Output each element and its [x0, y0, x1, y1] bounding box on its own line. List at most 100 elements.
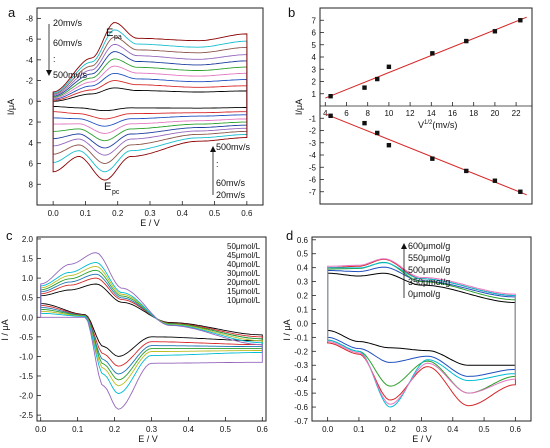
y-tick-label: -8	[26, 14, 34, 23]
x-tick-label: 0.0	[322, 425, 334, 434]
panel-d-letter: d	[286, 228, 293, 243]
panel-c-legend-entry: 40μmol/L	[227, 260, 261, 269]
panel-a-curves	[52, 22, 248, 181]
panel-a-cv-curve	[52, 22, 248, 181]
y-tick-label: 0	[29, 97, 34, 106]
x-tick-label: 0.1	[72, 425, 84, 434]
panel-d-legend-entry: 350μmol/g	[408, 277, 450, 287]
x-tick-label: 0.4	[183, 425, 195, 434]
x-tick-label: 0.2	[109, 425, 121, 434]
x-tick-label: 0.3	[144, 209, 156, 218]
anodic-arrow-head	[46, 70, 52, 76]
y-tick-label: -0.7	[294, 417, 308, 426]
panel-b: b 4 6 8 10 12 14 16 18 20 22 7 6 5 4 3 2 1 -1 -2 -3 -4 -5 -6 -…	[288, 5, 533, 205]
x-tick-label: 0.0	[35, 425, 47, 434]
y-tick-label: 2.0	[22, 235, 34, 244]
y-tick-label: -7	[309, 188, 317, 197]
panel-c-legend: 50μmol/L45μmol/L40μmol/L30μmol/L20μmol/L…	[227, 242, 261, 305]
panel-c-legend-entry: 50μmol/L	[227, 242, 261, 251]
y-tick-label: 5	[312, 41, 317, 50]
x-tick-label: 0.1	[353, 425, 365, 434]
panel-b-letter: b	[288, 5, 295, 20]
cathodic-legend-1: 500mv/s	[216, 142, 251, 152]
y-tick-label: 1	[312, 90, 317, 99]
y-tick-label: 8	[29, 180, 34, 189]
panel-b-point-anodic	[518, 18, 523, 23]
panel-c-legend-entry: 20μmol/L	[227, 278, 261, 287]
panel-b-xlabel: V1/2(mv/s)	[418, 120, 457, 130]
x-tick-label: 0.6	[510, 425, 522, 434]
epa-label: E	[106, 27, 113, 39]
y-tick-label: -4	[26, 56, 34, 65]
panel-b-point-cathodic	[386, 143, 392, 148]
y-tick-label: -2.5	[19, 411, 33, 420]
x-tick-label: 0.2	[385, 425, 397, 434]
y-tick-label: -4	[309, 151, 317, 160]
panel-b-point-cathodic	[430, 156, 435, 161]
x-tick-label: 0.4	[447, 425, 459, 434]
y-tick-label: 0.5	[22, 294, 34, 303]
y-tick-label: 4	[312, 53, 317, 62]
panel-d-legend-entry: 0μmol/g	[408, 289, 440, 299]
y-tick-label: 1.0	[22, 274, 34, 283]
y-tick-label: 0.4	[297, 264, 309, 273]
x-tick-label: 0.1	[80, 209, 92, 218]
panel-c-legend-entry: 15μmol/L	[227, 287, 261, 296]
panel-c-letter: c	[6, 228, 13, 243]
panel-a-x-ticks: 0.0 0.1 0.2 0.3 0.4 0.5 0.6	[48, 201, 253, 218]
x-tick-label: 0.3	[416, 425, 428, 434]
y-tick-label: -0.5	[294, 389, 308, 398]
x-tick-label: 0.4	[177, 209, 189, 218]
x-tick-label: 16	[448, 109, 457, 118]
panel-c-xlabel: E / V	[138, 434, 158, 444]
x-tick-label: 0.5	[209, 209, 221, 218]
panel-a-cv-curve	[52, 80, 248, 120]
y-tick-label: 4	[29, 139, 34, 148]
panel-b-point-anodic	[386, 64, 392, 69]
panel-b-point-cathodic	[375, 130, 380, 136]
epa-subscript: pa	[114, 34, 122, 41]
panel-b-xlabel-main: V	[418, 120, 424, 130]
y-tick-label: 6	[312, 29, 317, 38]
panel-d-curves	[327, 258, 516, 408]
panel-b-point-anodic	[328, 94, 333, 99]
cathodic-legend-3: 20mv/s	[216, 190, 246, 200]
panel-c-legend-entry: 10μmol/L	[227, 296, 261, 305]
cathodic-legend-dots: :	[216, 159, 219, 169]
panel-d-cv-curve	[327, 258, 516, 405]
y-tick-label: -0.3	[294, 361, 308, 370]
cathodic-arrow-head	[210, 146, 216, 152]
epc-label: E	[104, 181, 111, 193]
y-tick-label: -2.0	[19, 392, 33, 401]
y-tick-label: -0.6	[294, 403, 308, 412]
x-tick-label: 0.6	[257, 425, 269, 434]
cathodic-legend-2: 60mv/s	[216, 178, 246, 188]
panel-b-point-cathodic	[518, 189, 523, 194]
y-tick-label: -0.5	[19, 333, 33, 342]
y-tick-label: 0.0	[297, 319, 309, 328]
y-tick-label: -3	[309, 139, 317, 148]
y-tick-label: 0.5	[297, 250, 309, 259]
y-tick-label: -0.4	[294, 375, 308, 384]
panel-d-arrow-head	[401, 243, 407, 249]
panel-b-point-cathodic	[492, 178, 498, 183]
panel-b-xlabel-tail: (mv/s)	[432, 120, 457, 130]
y-tick-label: 7	[312, 16, 317, 25]
y-tick-label: 0.6	[297, 236, 309, 245]
panel-b-point-cathodic	[328, 113, 333, 118]
panel-d-legend-entry: 550μmol/g	[408, 253, 450, 263]
x-tick-label: 22	[512, 109, 521, 118]
anodic-legend-1: 20mv/s	[53, 18, 83, 28]
panel-b-y-ticks: 7 6 5 4 3 2 1 -1 -2 -3 -4 -5 -6 -7	[309, 16, 324, 197]
x-tick-label: 6	[344, 109, 349, 118]
x-tick-label: 10	[384, 109, 393, 118]
anodic-legend-2: 60mv/s	[53, 38, 83, 48]
y-tick-label: -0.1	[294, 333, 308, 342]
panel-d-legend: 600μmol/g 550μmol/g 500μmol/g 350μmol/g 0μmo…	[408, 241, 450, 299]
panel-b-point-cathodic	[464, 168, 469, 174]
x-tick-label: 0.0	[48, 209, 60, 218]
y-tick-label: 0.0	[22, 313, 34, 322]
y-tick-label: 0.2	[297, 292, 309, 301]
panel-d-xlabel: E / V	[412, 434, 432, 444]
